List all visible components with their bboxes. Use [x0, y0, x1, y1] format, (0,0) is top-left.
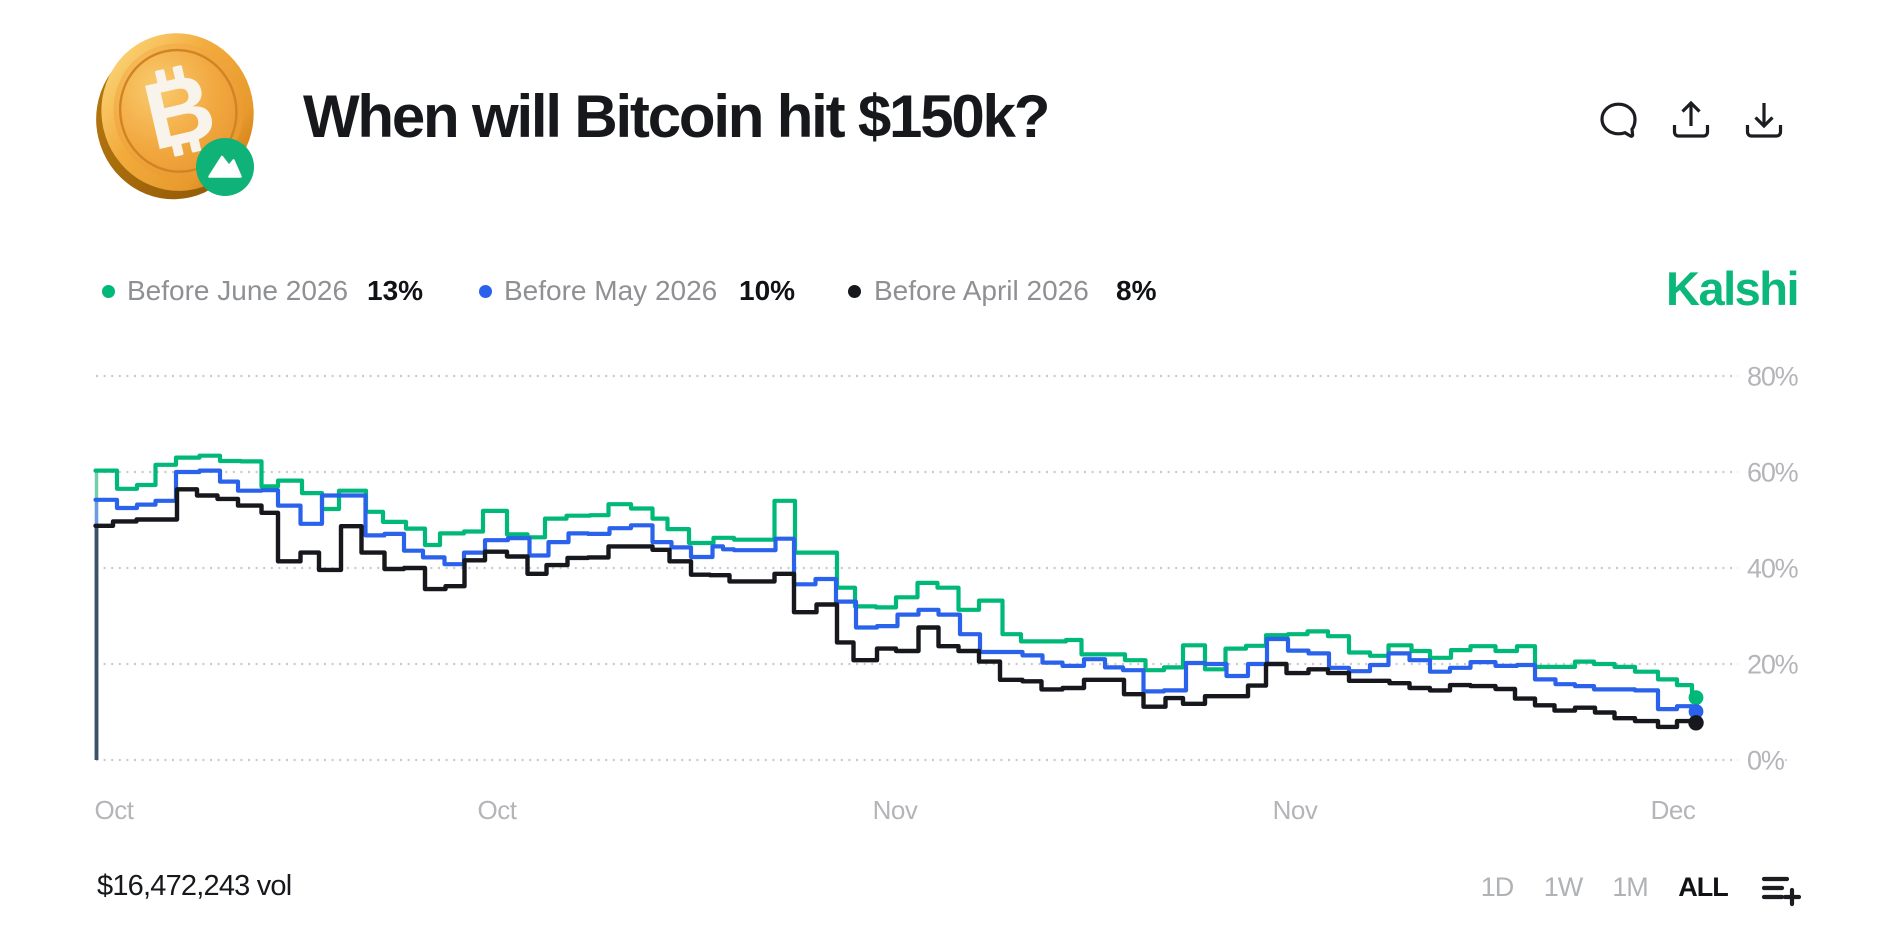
svg-text:0%: 0% [1747, 746, 1785, 776]
svg-text:60%: 60% [1747, 458, 1799, 488]
svg-text:20%: 20% [1747, 650, 1799, 680]
svg-text:40%: 40% [1747, 554, 1799, 584]
svg-text:80%: 80% [1747, 362, 1799, 392]
